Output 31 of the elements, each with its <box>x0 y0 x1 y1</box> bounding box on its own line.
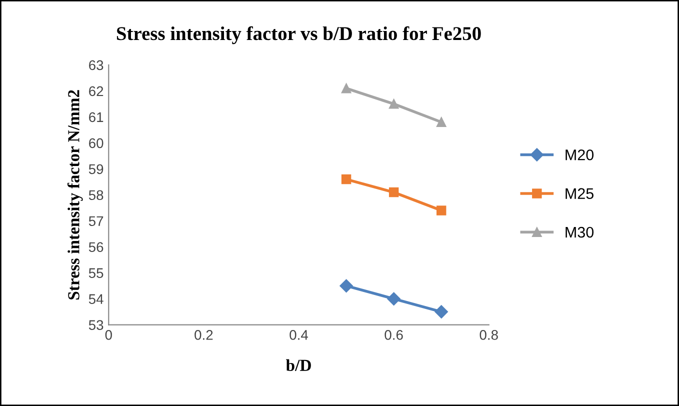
y-axis-title: Stress intensity factor N/mm2 <box>67 90 83 300</box>
y-tick-label: 54 <box>88 294 104 304</box>
point <box>436 206 446 216</box>
legend-label: M25 <box>566 188 594 199</box>
y-tick-label: 63 <box>89 60 104 70</box>
legend-label: M30 <box>566 226 594 238</box>
x-tick-label: 0.4 <box>290 330 308 340</box>
y-tick-label: 60 <box>89 138 104 148</box>
y-tick-label: 58 <box>88 190 104 200</box>
x-tick-label: 0 <box>105 330 112 340</box>
x-axis-title: b/D <box>286 359 311 372</box>
x-tick-label: 0.2 <box>194 330 213 340</box>
chart-title: Stress intensity factor vs b/D ratio for Fe250 <box>116 26 481 44</box>
legend-label: M20 <box>566 149 594 160</box>
y-tick-label: 59 <box>88 164 104 174</box>
y-tick-label: 61 <box>89 112 104 122</box>
point <box>388 187 399 198</box>
point <box>387 292 400 306</box>
y-tick-label: 56 <box>88 242 104 252</box>
x-tick-label: 0.6 <box>384 330 403 340</box>
point <box>436 117 446 127</box>
y-tick-label: 55 <box>88 268 104 278</box>
point <box>340 279 353 292</box>
point <box>341 174 352 184</box>
point <box>388 99 399 109</box>
y-tick-label: 53 <box>88 320 104 330</box>
y-tick-label: 62 <box>89 86 104 96</box>
y-tick-label: 57 <box>88 216 104 226</box>
point <box>341 83 352 94</box>
point <box>434 305 448 318</box>
x-tick-label: 0.8 <box>480 330 498 340</box>
